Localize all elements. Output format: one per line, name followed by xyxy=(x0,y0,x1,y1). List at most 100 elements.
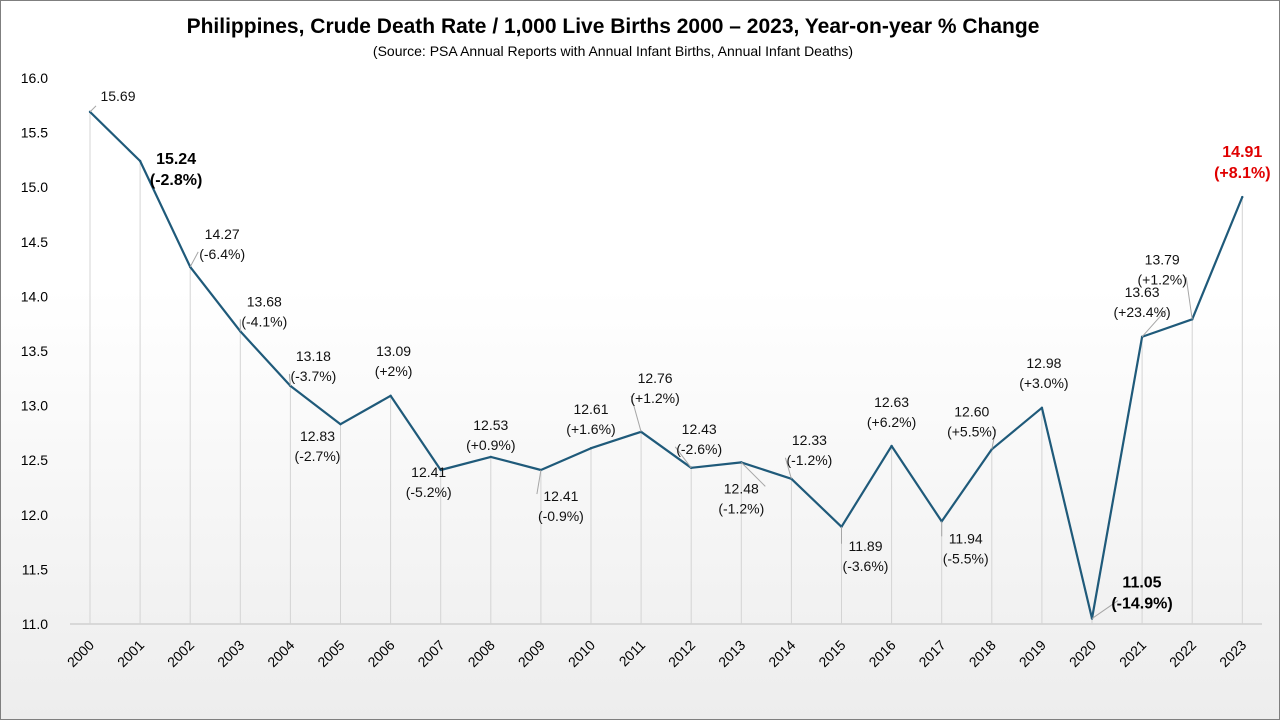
x-tick-label: 2016 xyxy=(865,637,898,670)
x-tick-label: 2007 xyxy=(414,637,447,670)
y-tick-label: 14.5 xyxy=(21,234,48,250)
value-label: 12.43 xyxy=(682,421,717,437)
value-label: 12.63 xyxy=(874,394,909,410)
x-tick-label: 2009 xyxy=(515,637,548,670)
x-tick-label: 2006 xyxy=(364,637,397,670)
value-label: 12.76 xyxy=(638,370,673,386)
value-label: 12.61 xyxy=(573,401,608,417)
y-tick-label: 11.5 xyxy=(22,561,48,577)
data-point xyxy=(389,394,392,397)
label-leader-line xyxy=(784,457,792,479)
change-label: (-6.4%) xyxy=(199,246,245,262)
value-label: 11.89 xyxy=(849,538,883,554)
change-label: (+1.2%) xyxy=(630,390,679,406)
x-tick-label: 2023 xyxy=(1216,637,1249,670)
label-leader-line xyxy=(1091,600,1119,619)
value-label: 12.60 xyxy=(954,403,989,419)
label-leader-line xyxy=(1141,309,1167,338)
change-label: (-5.2%) xyxy=(406,484,452,500)
y-tick-label: 15.0 xyxy=(21,179,48,195)
change-label: (-2.6%) xyxy=(676,441,722,457)
change-label: (-3.6%) xyxy=(843,558,889,574)
data-point xyxy=(589,446,593,450)
value-label: 14.27 xyxy=(205,226,240,242)
change-label: (-3.7%) xyxy=(290,368,336,384)
change-label: (-2.7%) xyxy=(295,448,341,464)
label-leader-line xyxy=(991,429,997,450)
label-leader-line xyxy=(288,373,291,386)
label-leader-line xyxy=(189,251,199,268)
change-label: (+3.0%) xyxy=(1019,375,1068,391)
y-tick-label: 15.5 xyxy=(21,125,48,141)
y-tick-label: 11.0 xyxy=(22,616,48,632)
change-label: (+2%) xyxy=(375,363,413,379)
value-label: 12.41 xyxy=(411,464,446,480)
label-leader-line xyxy=(674,446,692,469)
x-tick-label: 2021 xyxy=(1116,637,1149,670)
x-tick-label: 2017 xyxy=(915,637,948,670)
change-label: (-14.9%) xyxy=(1111,596,1172,613)
value-label: 13.68 xyxy=(247,293,282,309)
data-point xyxy=(890,444,893,448)
x-tick-label: 2004 xyxy=(264,637,297,670)
value-label: 12.41 xyxy=(543,488,578,504)
value-label: 12.98 xyxy=(1026,355,1061,371)
data-point xyxy=(1040,406,1044,409)
data-point xyxy=(138,159,142,163)
change-label: (-0.9%) xyxy=(538,508,584,524)
x-tick-label: 2020 xyxy=(1066,637,1099,670)
x-tick-label: 2008 xyxy=(465,637,498,670)
chart-subtitle: (Source: PSA Annual Reports with Annual … xyxy=(372,43,854,59)
change-label: (-4.1%) xyxy=(241,313,287,329)
change-label: (-5.5%) xyxy=(943,550,989,566)
x-tick-label: 2011 xyxy=(616,637,649,670)
label-leader-line xyxy=(536,469,542,495)
label-leader-line xyxy=(740,462,766,487)
value-label: 12.83 xyxy=(300,428,335,444)
value-label: 15.24 xyxy=(156,151,196,168)
y-tick-label: 12.5 xyxy=(21,452,48,468)
change-label: (-2.8%) xyxy=(150,172,202,189)
y-tick-label: 13.0 xyxy=(21,398,48,414)
x-tick-label: 2005 xyxy=(314,637,347,670)
value-label: 13.79 xyxy=(1145,251,1180,267)
value-label: 12.48 xyxy=(724,480,759,496)
x-tick-label: 2015 xyxy=(815,637,848,670)
value-label: 11.05 xyxy=(1122,575,1161,592)
change-label: (+6.2%) xyxy=(867,414,916,430)
value-label: 12.33 xyxy=(792,432,827,448)
y-tick-label: 13.5 xyxy=(21,343,48,359)
data-point xyxy=(339,422,342,426)
x-tick-label: 2002 xyxy=(164,637,197,670)
change-label: (+1.6%) xyxy=(566,421,615,437)
value-label: 13.63 xyxy=(1125,284,1160,300)
change-label: (+8.1%) xyxy=(1214,165,1270,182)
x-tick-label: 2019 xyxy=(1016,637,1049,670)
data-point xyxy=(489,455,492,459)
value-label: 13.09 xyxy=(376,343,411,359)
x-tick-label: 2022 xyxy=(1166,637,1199,670)
data-point xyxy=(439,468,442,472)
value-label: 15.69 xyxy=(100,88,135,104)
value-label: 14.91 xyxy=(1222,144,1262,161)
x-tick-label: 2010 xyxy=(565,637,598,670)
change-label: (+0.9%) xyxy=(466,437,515,453)
change-label: (+1.2%) xyxy=(1137,271,1186,287)
x-tick-label: 2001 xyxy=(114,637,147,670)
value-label: 12.53 xyxy=(473,417,508,433)
x-tick-label: 2012 xyxy=(665,637,698,670)
y-tick-label: 12.0 xyxy=(21,507,48,523)
y-tick-label: 14.0 xyxy=(21,288,48,304)
y-tick-label: 16.0 xyxy=(21,70,48,86)
change-label: (-1.2%) xyxy=(718,500,764,516)
label-leader-line xyxy=(89,105,97,113)
change-label: (+23.4%) xyxy=(1113,304,1170,320)
chart-title: Philippines, Crude Death Rate / 1,000 Li… xyxy=(186,15,1040,38)
x-tick-label: 2013 xyxy=(715,637,748,670)
x-tick-label: 2003 xyxy=(214,637,247,670)
label-leader-line xyxy=(630,395,642,432)
value-label: 13.18 xyxy=(296,348,331,364)
value-label: 11.94 xyxy=(949,530,983,546)
x-tick-label: 2018 xyxy=(966,637,999,670)
